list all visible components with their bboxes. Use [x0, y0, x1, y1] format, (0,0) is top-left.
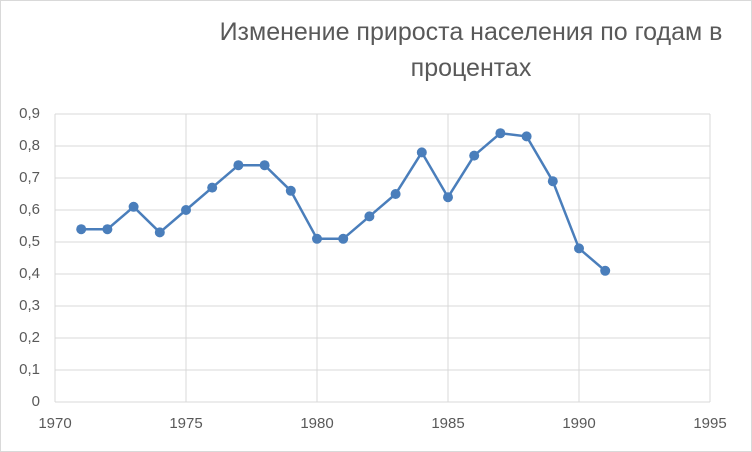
data-point: [76, 224, 87, 235]
chart-title: Изменение прироста населения по годам в …: [219, 18, 723, 82]
data-point: [574, 243, 584, 254]
y-tick-label: 0,7: [19, 169, 40, 186]
y-tick-label: 0,6: [19, 201, 40, 218]
data-point: [128, 201, 139, 212]
data-point: [233, 160, 244, 171]
data-point: [416, 147, 427, 158]
x-tick-label: 1990: [562, 415, 595, 432]
data-point: [102, 224, 113, 235]
data-point: [600, 265, 611, 276]
data-point: [285, 185, 296, 196]
data-point: [259, 160, 270, 171]
y-tick-label: 0,8: [19, 137, 40, 154]
x-tick-label: 1975: [169, 415, 202, 432]
data-point: [181, 205, 191, 215]
y-tick-label: 0,3: [19, 297, 40, 314]
y-tick-label: 0,5: [19, 233, 40, 250]
y-tick-label: 0: [32, 393, 40, 410]
data-point: [521, 131, 532, 142]
data-line: [81, 131, 607, 272]
data-point: [338, 233, 349, 244]
x-tick-label: 1970: [38, 415, 71, 432]
data-point: [207, 182, 218, 193]
data-point: [495, 128, 506, 139]
y-tick-label: 0,1: [19, 361, 40, 378]
x-tick-label: 1985: [431, 415, 464, 432]
data-point: [364, 211, 375, 222]
x-tick-label: 1980: [300, 415, 333, 432]
y-tick-label: 0,9: [19, 105, 40, 122]
data-point: [443, 192, 453, 203]
y-tick-label: 0,2: [19, 329, 40, 346]
data-point: [390, 189, 401, 199]
data-point: [154, 227, 165, 238]
data-point: [547, 176, 558, 187]
y-tick-label: 0,4: [19, 265, 40, 282]
x-tick-label: 1995: [693, 415, 726, 432]
data-point: [469, 150, 480, 161]
data-point: [312, 233, 322, 244]
